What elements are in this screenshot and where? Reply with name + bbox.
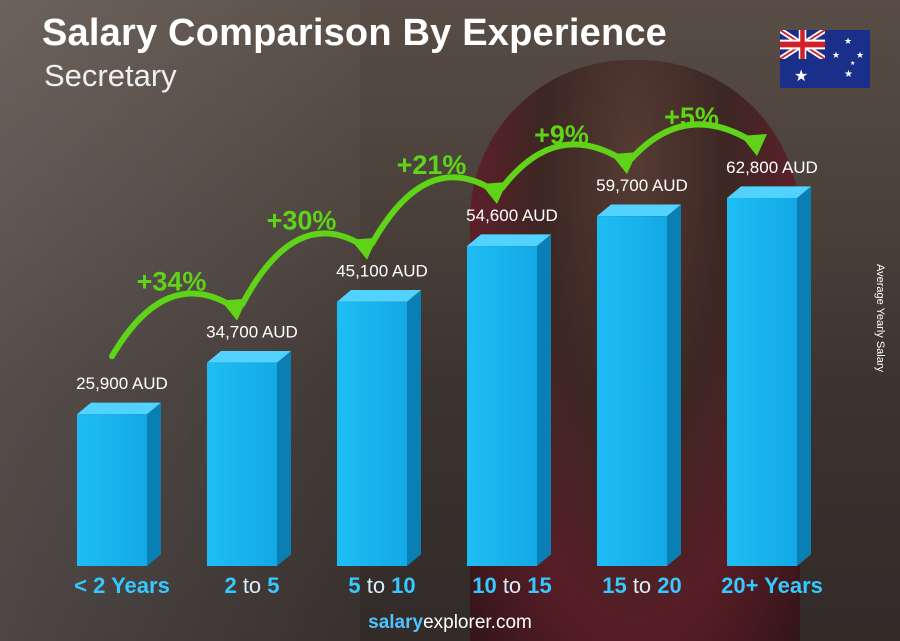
category-label: 15 to 20 xyxy=(602,573,682,598)
bar-front xyxy=(467,246,537,566)
increase-label: +9% xyxy=(534,120,589,150)
bar-side xyxy=(277,350,291,566)
bar xyxy=(467,234,551,567)
bar-value-label: 45,100 AUD xyxy=(336,262,428,281)
increase-label: +34% xyxy=(137,267,207,297)
bar-front xyxy=(727,198,797,566)
increase-label: +5% xyxy=(664,102,719,132)
increase-arrow: +30% xyxy=(239,206,377,308)
footer-domain: explorer.com xyxy=(423,612,532,633)
bar xyxy=(337,290,421,566)
bar-front xyxy=(337,301,407,566)
category-label: 2 to 5 xyxy=(224,573,279,598)
bar-side xyxy=(147,402,161,566)
bar-top xyxy=(727,186,811,198)
bar-top xyxy=(467,234,551,247)
bar-front xyxy=(597,216,667,567)
bar-value-label: 25,900 AUD xyxy=(76,374,168,393)
bar-top xyxy=(337,290,421,302)
bar-side xyxy=(797,186,811,567)
australia-flag-icon: ★ ★ ★ ★ ★ ★ xyxy=(780,30,870,88)
bar-side xyxy=(537,234,551,567)
page-subtitle: Secretary xyxy=(44,58,177,93)
increase-arrow: +34% xyxy=(109,267,247,360)
bar xyxy=(597,204,681,567)
footer-site[interactable]: salaryexplorer.com xyxy=(0,612,900,634)
bar-value-label: 62,800 AUD xyxy=(726,158,818,177)
bar xyxy=(727,186,811,567)
increase-arrow: +21% xyxy=(369,150,507,247)
increase-label: +30% xyxy=(267,206,337,236)
increase-label: +21% xyxy=(397,150,467,180)
category-label: 10 to 15 xyxy=(472,573,552,598)
bar-front xyxy=(77,414,147,566)
bar-top xyxy=(207,350,291,363)
bar-side xyxy=(407,290,421,566)
increase-arrow: +9% xyxy=(499,120,637,192)
bar-front xyxy=(207,362,277,566)
bar-value-label: 34,700 AUD xyxy=(206,323,298,342)
bar-top xyxy=(597,204,681,217)
category-label: 20+ Years xyxy=(721,573,823,598)
bar-value-label: 54,600 AUD xyxy=(466,206,558,225)
bar xyxy=(207,350,291,566)
background-window xyxy=(0,0,360,641)
page-title: Salary Comparison By Experience xyxy=(42,12,668,54)
footer-brand: salary xyxy=(368,612,424,633)
bar-value-label: 59,700 AUD xyxy=(596,176,688,195)
category-label: < 2 Years xyxy=(74,573,170,598)
bar-top xyxy=(77,402,161,415)
increase-arrow: +5% xyxy=(629,102,767,162)
bar xyxy=(77,402,161,566)
bar-side xyxy=(667,204,681,566)
category-label: 5 to 10 xyxy=(348,573,415,598)
y-axis-label: Average Yearly Salary xyxy=(874,263,886,373)
